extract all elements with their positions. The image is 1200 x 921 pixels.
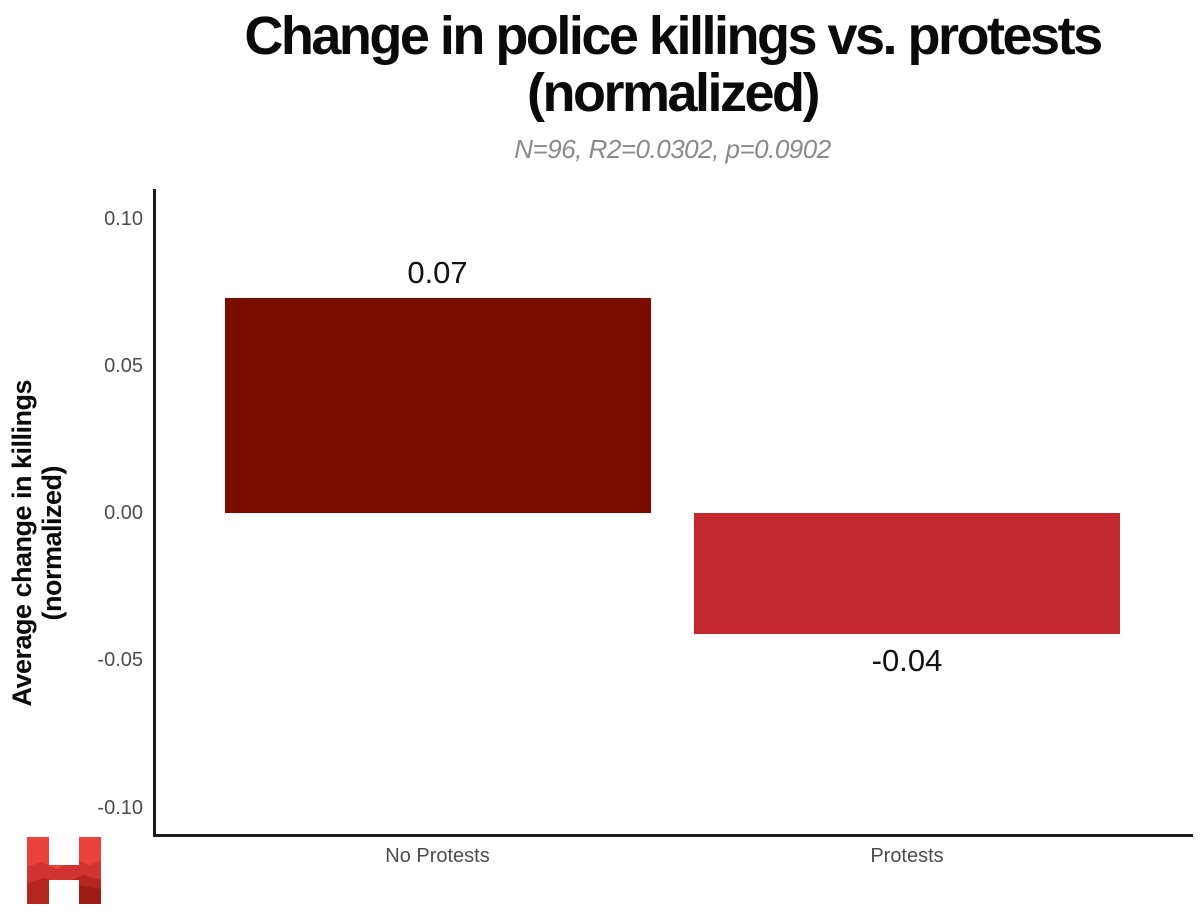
x-tick-label-protests: Protests (870, 845, 944, 867)
y-tick-label-0.10: 0.10 (104, 207, 143, 230)
y-tick-label-0.00: 0.00 (104, 502, 143, 524)
chart-title: Change in police killings vs. protests (… (244, 6, 1103, 124)
bar-value-label-protests: -0.04 (871, 642, 943, 678)
bar-value-label-no-protests: 0.07 (407, 255, 468, 290)
bar-protests (694, 513, 1120, 634)
bar-no-protests (224, 298, 651, 513)
y-tick-label-0.05: 0.05 (104, 354, 143, 377)
y-axis-title: Average change in killings (normalized) (6, 379, 67, 707)
y-tick-label--0.05: -0.05 (97, 649, 143, 672)
h-logo (27, 837, 101, 904)
y-tick-label--0.10: -0.10 (97, 796, 143, 819)
chart-subtitle: N=96, R2=0.0302, p=0.0902 (514, 134, 831, 164)
x-tick-label-no-protests: No Protests (385, 845, 490, 867)
x-axis-line (153, 834, 1193, 837)
y-axis-line (153, 189, 156, 837)
